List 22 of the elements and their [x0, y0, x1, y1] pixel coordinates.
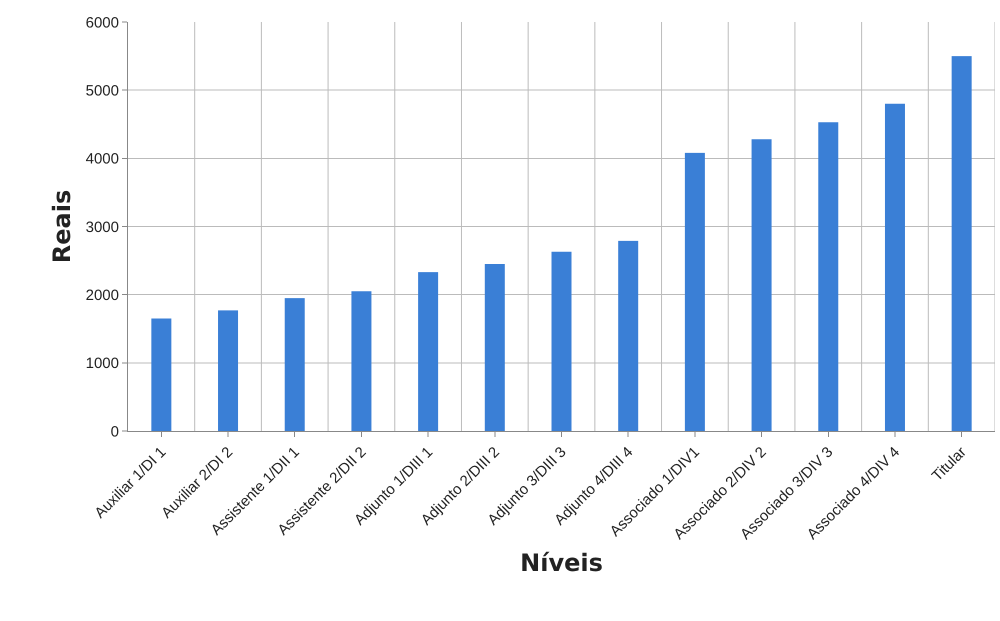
- bar: [484, 264, 505, 431]
- bar: [818, 122, 838, 431]
- y-axis-title: Reais: [48, 190, 76, 264]
- y-tick-label: 5000: [86, 82, 119, 100]
- bar: [618, 240, 638, 431]
- bar: [684, 152, 705, 431]
- y-tick-label: 6000: [86, 14, 119, 32]
- y-tick-label: 4000: [86, 150, 119, 168]
- bar: [151, 318, 172, 431]
- bar: [752, 139, 772, 431]
- y-tick-label: 0: [110, 423, 119, 440]
- bar: [284, 298, 305, 431]
- x-axis-title: Níveis: [520, 549, 603, 578]
- y-tick-label: 2000: [86, 286, 119, 304]
- bar: [418, 272, 438, 431]
- y-tick-label: 1000: [86, 355, 119, 372]
- bar: [351, 291, 372, 431]
- bar: [952, 56, 972, 431]
- y-tick-label: 3000: [86, 218, 119, 236]
- bar: [552, 252, 572, 431]
- bar: [884, 104, 905, 431]
- bar: [218, 310, 238, 431]
